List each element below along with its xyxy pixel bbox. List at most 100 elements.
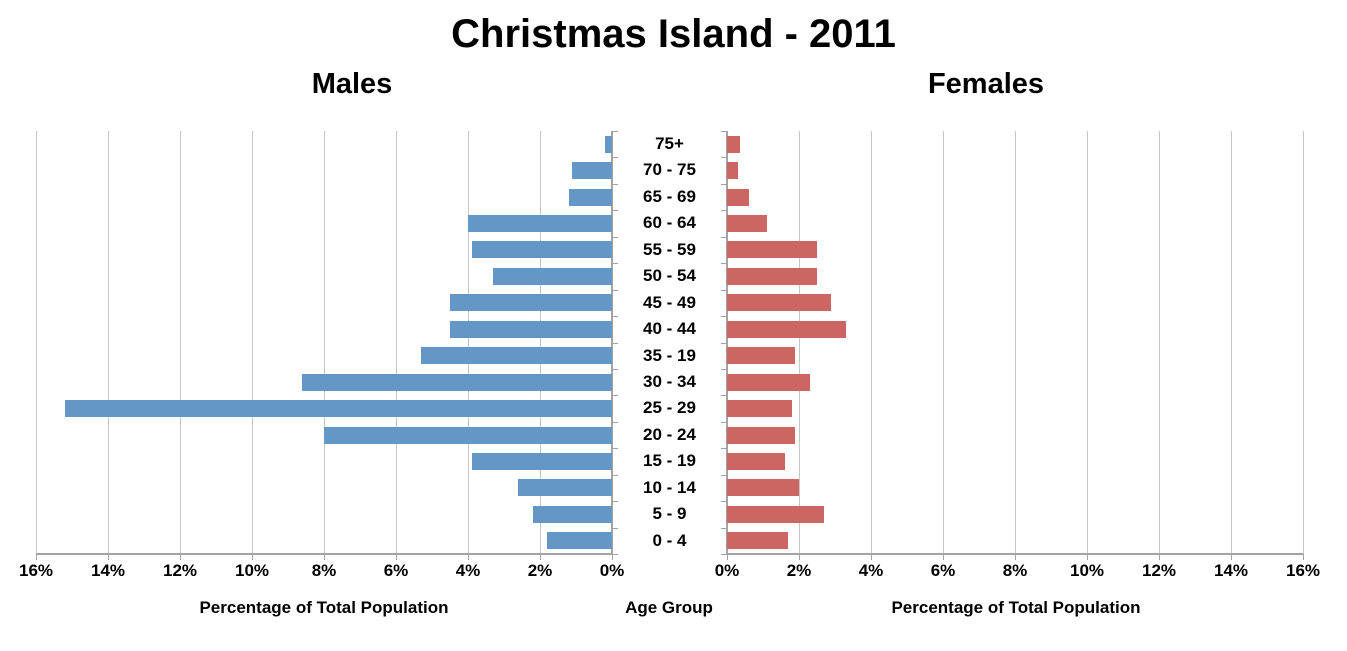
age-group-label: 35 - 19	[643, 345, 696, 365]
female-category-tick	[721, 289, 727, 291]
age-group-label: 70 - 75	[643, 160, 696, 180]
male-category-tick	[612, 448, 618, 450]
male-category-tick	[612, 131, 618, 132]
male-gridline	[468, 131, 469, 554]
male-axis-tick-label: 6%	[383, 561, 409, 580]
male-category-tick	[612, 157, 618, 159]
male-axis-tick-label: 12%	[162, 561, 198, 580]
age-group-label: 5 - 9	[652, 504, 687, 524]
age-group-label: 15 - 19	[643, 451, 696, 471]
female-axis-tick-label: 14%	[1213, 561, 1249, 580]
age-group-label: 75+	[655, 134, 684, 153]
female-bottom-axis-line	[727, 553, 1303, 555]
female-bottom-tick	[799, 554, 800, 560]
female-category-tick	[721, 316, 727, 318]
male-bar-65-69	[568, 188, 612, 206]
male-bar-15-19	[471, 452, 612, 470]
male-gridline	[108, 131, 109, 554]
male-bottom-tick	[396, 554, 397, 560]
female-category-tick	[721, 210, 727, 212]
male-bottom-tick	[252, 554, 253, 560]
male-gridline	[540, 131, 541, 554]
female-axis-tick-label: 2%	[786, 561, 812, 580]
male-category-tick	[612, 263, 618, 265]
age-group-axis-title: Age Group	[625, 598, 713, 617]
female-axis-tick-label: 16%	[1285, 561, 1321, 580]
female-value-axis-line	[726, 131, 728, 554]
age-group-label: 65 - 69	[643, 186, 696, 206]
male-category-tick	[612, 210, 618, 212]
female-axis-tick-label: 10%	[1069, 561, 1105, 580]
male-gridline	[252, 131, 253, 554]
male-bottom-tick	[612, 554, 613, 560]
female-category-tick	[721, 263, 727, 265]
female-category-tick	[721, 448, 727, 450]
male-bar-10-14	[518, 479, 612, 497]
male-axis-tick-label: 2%	[527, 561, 553, 580]
male-category-tick	[612, 527, 618, 529]
male-gridline	[324, 131, 325, 554]
male-axis-tick-label: 14%	[90, 561, 126, 580]
male-bar-40-44	[450, 320, 612, 338]
males-axis-title: Percentage of Total Population	[199, 598, 449, 617]
male-gridline	[36, 131, 37, 554]
male-category-tick	[612, 421, 618, 423]
age-group-label: 10 - 14	[643, 477, 696, 497]
female-gridline	[1303, 131, 1304, 554]
male-gridline	[396, 131, 397, 554]
male-bar-35-19	[421, 347, 612, 365]
male-bar-75+	[604, 135, 612, 153]
male-bottom-tick	[36, 554, 37, 560]
female-bar-5-9	[727, 505, 825, 523]
male-axis-tick-label: 8%	[311, 561, 337, 580]
female-bottom-tick	[871, 554, 872, 560]
female-bar-20-24	[727, 426, 796, 444]
male-bar-0-4	[547, 532, 612, 550]
female-gridline	[799, 131, 800, 554]
male-bar-30-34	[302, 373, 612, 391]
female-bar-50-54	[727, 267, 817, 285]
female-gridline	[1159, 131, 1160, 554]
age-group-label: 55 - 59	[643, 239, 696, 259]
male-bar-25-29	[64, 400, 612, 418]
male-gridline	[180, 131, 181, 554]
male-bar-20-24	[324, 426, 612, 444]
female-bottom-tick	[1087, 554, 1088, 560]
male-bar-5-9	[532, 505, 612, 523]
male-category-tick	[612, 395, 618, 397]
female-category-tick	[721, 421, 727, 423]
female-bar-10-14	[727, 479, 799, 497]
female-gridline	[1015, 131, 1016, 554]
male-bar-70-75	[572, 162, 612, 180]
male-bar-45-49	[450, 294, 612, 312]
female-gridline	[871, 131, 872, 554]
female-bottom-tick	[1015, 554, 1016, 560]
age-group-label: 50 - 54	[643, 266, 696, 286]
male-category-tick	[612, 289, 618, 291]
male-category-tick	[612, 183, 618, 185]
male-category-tick	[612, 501, 618, 503]
female-bar-30-34	[727, 373, 810, 391]
male-category-tick	[612, 342, 618, 344]
female-bottom-tick	[1159, 554, 1160, 560]
female-bar-65-69	[727, 188, 749, 206]
females-heading: Females	[927, 68, 1045, 100]
female-bar-75+	[727, 135, 740, 153]
female-category-tick	[721, 236, 727, 238]
age-group-label: 60 - 64	[643, 213, 696, 233]
female-bar-60-64	[727, 215, 767, 233]
male-bottom-axis-line	[36, 553, 612, 555]
female-bar-55-59	[727, 241, 817, 259]
male-axis-tick-label: 10%	[234, 561, 270, 580]
female-bottom-tick	[943, 554, 944, 560]
female-axis-tick-label: 4%	[858, 561, 884, 580]
female-axis-tick-label: 0%	[714, 561, 740, 580]
male-category-tick	[612, 554, 618, 555]
male-axis-tick-label: 16%	[18, 561, 54, 580]
female-bar-35-19	[727, 347, 796, 365]
male-category-tick	[612, 368, 618, 370]
male-bottom-tick	[108, 554, 109, 560]
age-group-label: 45 - 49	[643, 292, 696, 312]
female-bottom-tick	[727, 554, 728, 560]
age-group-label: 20 - 24	[643, 424, 696, 444]
